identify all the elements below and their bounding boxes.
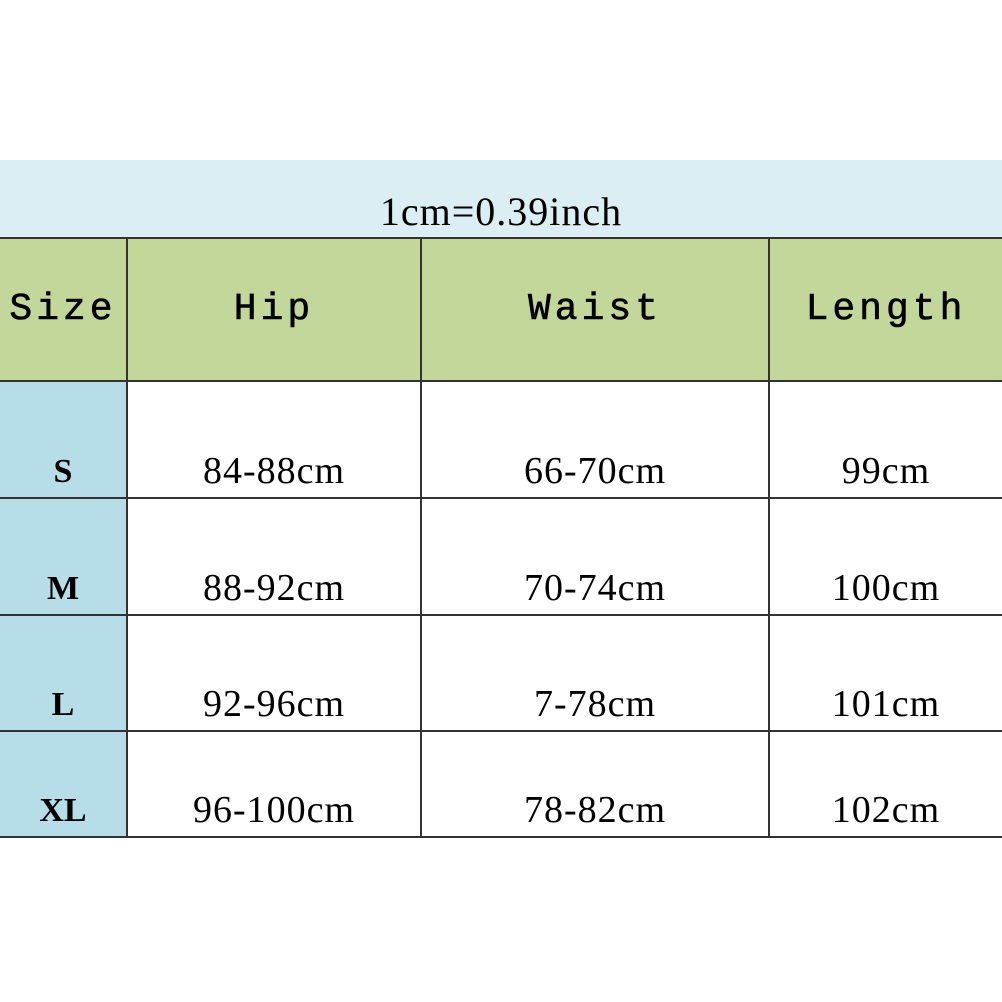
waist-cell: 78-82cm: [422, 732, 770, 838]
header-waist-label: Waist: [527, 288, 663, 332]
size-cell: S: [0, 382, 128, 499]
header-size-label: Size: [9, 288, 117, 332]
hip-cell: 88-92cm: [128, 499, 422, 616]
waist-cell: 66-70cm: [422, 382, 770, 499]
size-cell: L: [0, 616, 128, 732]
hip-cell: 92-96cm: [128, 616, 422, 732]
length-cell: 99cm: [770, 382, 1002, 499]
size-cell: M: [0, 499, 128, 616]
header-size: Size: [0, 237, 128, 382]
conversion-note-band: 1cm=0.39inch: [0, 160, 1002, 237]
size-cell: XL: [0, 732, 128, 838]
header-waist: Waist: [422, 237, 770, 382]
length-cell: 102cm: [770, 732, 1002, 838]
header-hip: Hip: [128, 237, 422, 382]
header-length-label: Length: [805, 288, 967, 332]
size-chart-table: Size Hip Waist Length S 84-88cm 66-70cm …: [0, 237, 1002, 838]
waist-cell: 7-78cm: [422, 616, 770, 732]
waist-cell: 70-74cm: [422, 499, 770, 616]
conversion-note: 1cm=0.39inch: [379, 189, 623, 234]
hip-cell: 84-88cm: [128, 382, 422, 499]
length-cell: 100cm: [770, 499, 1002, 616]
hip-cell: 96-100cm: [128, 732, 422, 838]
header-hip-label: Hip: [233, 288, 315, 332]
header-length: Length: [770, 237, 1002, 382]
length-cell: 101cm: [770, 616, 1002, 732]
